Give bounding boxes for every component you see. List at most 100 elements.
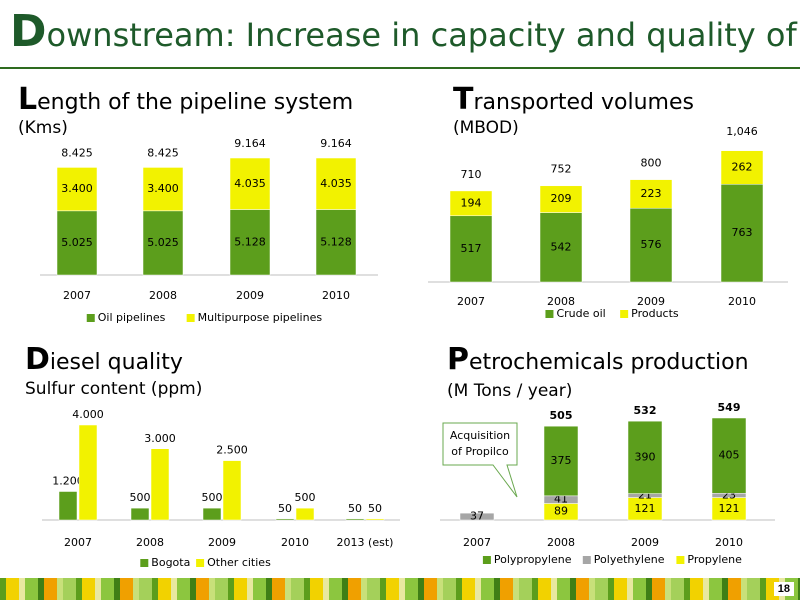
strip-block [329,578,342,600]
bar-segment [720,184,764,283]
strip-block [722,578,728,600]
strip-block [82,578,95,600]
strip-block [6,578,19,600]
strip-block [519,578,532,600]
strip-block [291,578,304,600]
strip-block [95,578,101,600]
total-label: 9.164 [234,137,266,150]
strip-block [437,578,443,600]
strip-block [747,578,760,600]
strip-block [234,578,247,600]
value-label: 542 [551,240,572,253]
annotation: of Propilco [451,445,509,458]
strip-block [44,578,57,600]
value-label: 194 [461,196,482,209]
strip-block [0,578,6,600]
legend-swatch [186,314,195,322]
value-label: 50 [278,502,292,515]
value-label: 763 [732,226,753,239]
value-label: 390 [635,450,656,463]
strip-block [684,578,690,600]
value-label: 50 [348,502,362,515]
strip-block [285,578,291,600]
value-label: 3.000 [144,432,176,445]
value-label: 576 [641,238,662,251]
x-tick-label: 2009 [236,289,264,302]
bar-segment [56,167,98,212]
chart-title: Petrochemicals production [447,342,749,377]
value-label: 405 [719,449,740,462]
legend-swatch [620,310,629,318]
footer-strip [0,578,800,600]
chart-subtitle: (MBOD) [453,118,519,138]
strip-block [456,578,462,600]
strip-block [247,578,253,600]
strip-block [405,578,418,600]
value-label: 5.025 [61,236,93,249]
x-tick-label: 2007 [463,536,491,549]
total-label: 8.425 [61,146,93,159]
strip-block [665,578,671,600]
legend-swatch [140,559,149,567]
strip-block [342,578,348,600]
bar-segment [315,157,357,210]
legend-label: Oil pipelines [98,311,166,324]
strip-block [633,578,646,600]
legend-swatch [482,556,491,564]
x-tick-label: 2008 [547,295,575,308]
strip-block [120,578,133,600]
bar-segment [629,179,673,209]
strip-block [25,578,38,600]
bar [58,491,78,521]
x-tick-label: 2007 [63,289,91,302]
bar-segment [229,209,271,276]
strip-block [399,578,405,600]
bar [130,507,150,521]
strip-block [690,578,703,600]
strip-block [570,578,576,600]
x-tick-label: 2007 [64,536,92,549]
strip-block [361,578,367,600]
bar-segment [56,210,98,276]
strip-block [760,578,766,600]
strip-block [57,578,63,600]
legend-swatch [582,556,591,564]
strip-block [652,578,665,600]
bar [295,507,315,521]
value-label: 121 [719,502,740,515]
strip-block [114,578,120,600]
bar [202,507,222,521]
annotation: Acquisition [450,429,510,442]
strip-block [551,578,557,600]
strip-block [589,578,595,600]
value-label: 4.035 [320,177,352,190]
strip-block [139,578,152,600]
strip-block [462,578,475,600]
legend-swatch [86,314,95,322]
strip-block [557,578,570,600]
x-tick-label: 2009 [631,536,659,549]
strip-block [709,578,722,600]
strip-block [190,578,196,600]
value-label: 2.500 [216,444,248,457]
bar-segment [720,150,764,185]
total-label: 752 [551,163,572,176]
x-tick-label: 2008 [136,536,164,549]
value-label: 4.035 [234,177,266,190]
bar [275,518,295,521]
bar [222,460,242,521]
bar-segment [449,190,493,217]
value-label: 262 [732,160,753,173]
x-tick-label: 2013 (est) [337,536,394,549]
bar-segment [543,425,579,497]
strip-block [798,578,800,600]
strip-block [19,578,25,600]
x-tick-label: 2010 [715,536,743,549]
total-label: 549 [718,401,741,414]
value-label: 3.400 [61,182,93,195]
bar [150,448,170,521]
x-tick-label: 2010 [728,295,756,308]
value-label: 50 [368,502,382,515]
